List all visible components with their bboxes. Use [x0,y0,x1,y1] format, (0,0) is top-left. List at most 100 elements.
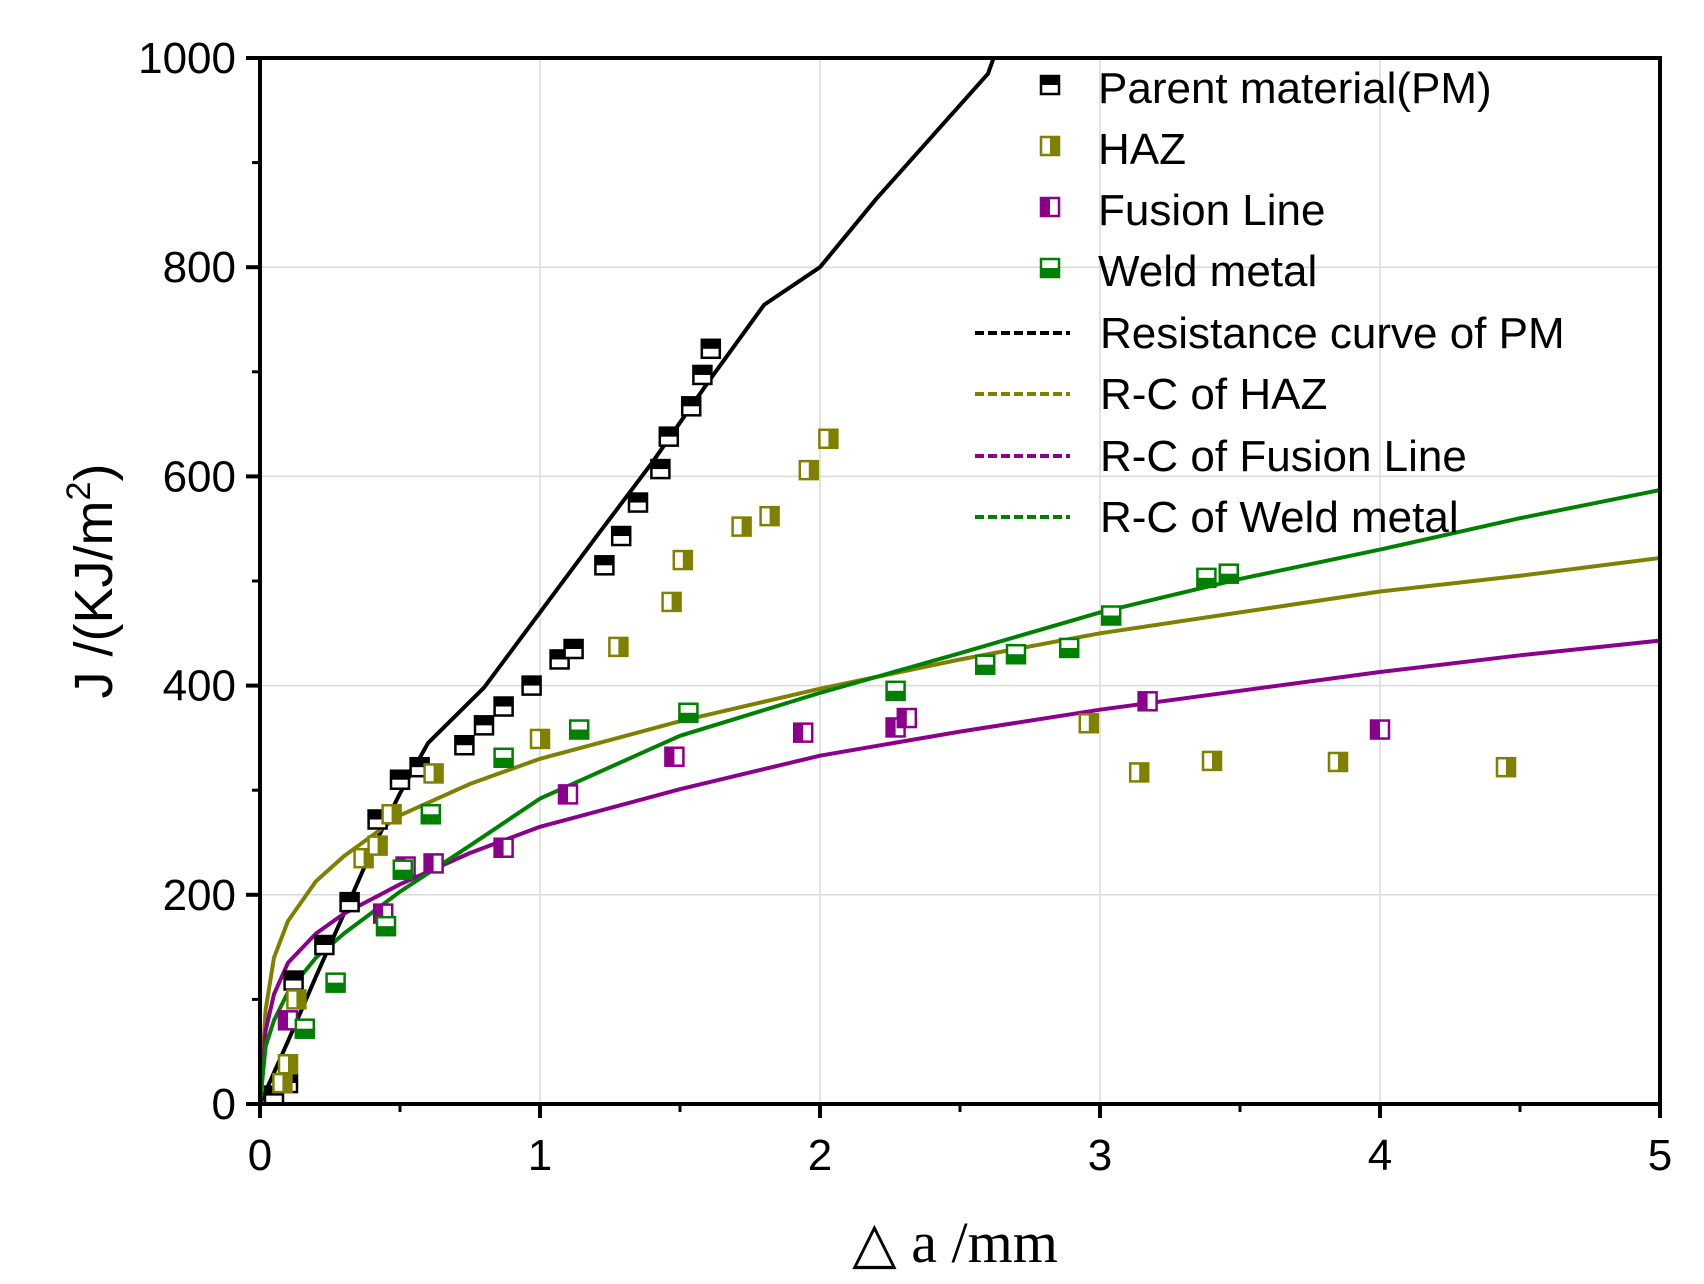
point-weld-metal [375,915,397,937]
point-weld-metal [1196,567,1217,589]
legend-marker [1039,196,1061,218]
point-fusion-line [664,746,685,767]
point-parent-material-pm- [473,715,495,736]
point-parent-material-pm- [493,696,514,717]
point-weld-metal [885,680,906,702]
y-tick-label: 200 [163,871,236,920]
legend-label: R-C of Fusion Line [1100,432,1467,481]
axis-ticks: 0 1 2 3 4 5 0 200 400 600 800 1000 [138,34,1672,1180]
point-fusion-line [493,837,514,858]
point-haz [381,804,402,825]
point-parent-material-pm- [650,458,671,480]
point-weld-metal [1218,563,1240,584]
point-parent-material-pm- [563,638,584,660]
point-weld-metal [1005,643,1027,665]
legend-marker [1039,74,1061,96]
line-r-c-of-weld-metal [258,488,1658,1104]
y-axis-title-sup: 2 [60,482,98,501]
line-resistance-curve-of-pm [258,58,996,1104]
y-tick-label: 1000 [138,34,236,83]
x-tick-label: 4 [1368,1131,1392,1180]
point-haz [1327,751,1349,773]
y-axis-title-close: ) [64,464,124,482]
point-weld-metal [392,859,414,880]
point-weld-metal [974,654,996,675]
point-fusion-line [792,722,814,743]
point-parent-material-pm- [700,338,722,360]
x-tick-label: 1 [528,1131,552,1180]
point-fusion-line [1137,691,1158,712]
x-tick-label: 5 [1648,1131,1672,1180]
point-haz [367,835,388,856]
legend-marker [1039,135,1061,157]
series-points [263,338,1517,1106]
legend-label: Resistance curve of PM [1100,309,1565,358]
y-tick-label: 0 [212,1080,236,1129]
point-parent-material-pm- [680,396,702,417]
x-tick-label: 0 [248,1131,272,1180]
point-fusion-line [423,853,444,874]
point-haz [731,516,752,537]
point-haz [529,728,551,750]
line-r-c-of-haz [258,556,1658,1104]
legend-label: Fusion Line [1098,186,1325,235]
point-haz [1201,750,1223,772]
point-weld-metal [325,972,346,993]
point-haz [277,1054,299,1075]
y-tick-label: 600 [163,452,236,501]
grid-lines [260,58,1660,1104]
point-fusion-line [557,784,579,805]
point-weld-metal [420,804,442,825]
point-fusion-line [896,707,918,729]
point-parent-material-pm- [389,769,411,790]
legend-label: HAZ [1098,125,1186,174]
point-haz [1495,756,1517,778]
y-tick-label: 800 [163,243,236,292]
point-weld-metal [678,702,699,724]
point-parent-material-pm- [692,364,713,386]
x-axis-title: △ a /mm [852,1210,1058,1275]
point-parent-material-pm- [314,934,335,956]
legend: Parent material(PM) HAZ Fusion Line Weld me… [975,64,1565,542]
y-tick-label: 400 [163,662,236,711]
point-parent-material-pm- [339,891,360,913]
point-fusion-line [1369,719,1391,740]
point-haz [423,763,444,784]
point-haz [672,549,694,571]
point-haz [608,636,629,658]
point-weld-metal [493,747,514,769]
point-haz [1128,762,1150,783]
point-parent-material-pm- [454,734,475,756]
legend-label: Weld metal [1098,247,1317,296]
point-haz [1078,713,1100,734]
plot-frame [258,56,1662,1106]
y-axis-title-main: J /(KJ/m [64,500,124,698]
y-axis-title: J /(KJ/m2) [60,464,124,699]
point-haz [818,428,839,449]
legend-label: R-C of Weld metal [1100,493,1459,542]
point-haz [661,591,682,613]
legend-marker [1039,257,1061,279]
point-parent-material-pm- [594,555,615,576]
point-haz [272,1072,293,1094]
point-parent-material-pm- [627,492,649,513]
legend-label: Parent material(PM) [1098,64,1492,113]
line-r-c-of-fusion-line [258,638,1658,1104]
x-tick-label: 3 [1088,1131,1112,1180]
point-weld-metal [294,1018,316,1039]
point-weld-metal [1100,605,1122,626]
x-tick-label: 2 [808,1131,832,1180]
point-parent-material-pm- [658,426,680,447]
legend-label: R-C of HAZ [1100,370,1327,419]
point-weld-metal [1058,637,1080,659]
point-haz [798,459,820,481]
series-lines [258,58,1658,1104]
point-weld-metal [568,719,590,740]
point-fusion-line [277,1010,299,1031]
point-haz [759,505,780,527]
point-parent-material-pm- [521,675,542,696]
point-haz [286,989,307,1010]
point-parent-material-pm- [283,970,304,991]
point-parent-material-pm- [610,525,632,547]
